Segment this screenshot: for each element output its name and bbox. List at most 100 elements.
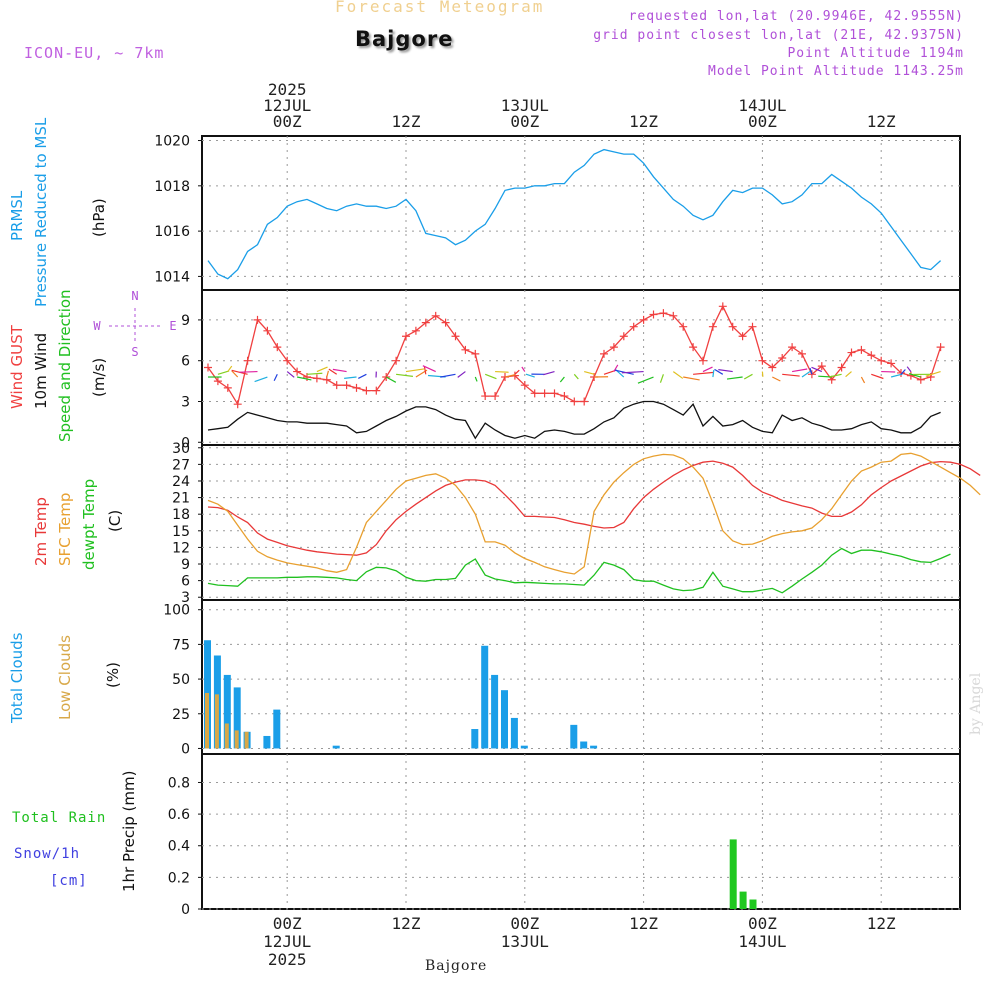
gust-marker xyxy=(897,368,905,377)
wind-arrow xyxy=(809,367,813,375)
y-tick-label: 50 xyxy=(172,672,190,688)
gust-marker xyxy=(580,397,589,406)
gust-marker xyxy=(600,349,608,358)
time-label-bottom: 00Z xyxy=(748,914,777,933)
gust-marker xyxy=(916,375,925,384)
total-cloud-bar xyxy=(223,674,231,749)
gust-line xyxy=(207,304,942,406)
gust-marker xyxy=(461,345,470,354)
gust-marker xyxy=(708,322,717,331)
gust-marker xyxy=(570,397,579,406)
gust-marker xyxy=(689,343,698,352)
y-tick-label: 0.6 xyxy=(168,807,190,823)
wind-arrow xyxy=(217,370,230,375)
gust-marker xyxy=(451,332,460,341)
wind-arrow xyxy=(273,374,278,381)
wind-arrow xyxy=(423,366,427,375)
gust-marker xyxy=(303,373,311,382)
gust-marker xyxy=(659,309,668,318)
y-tick-label: 0.8 xyxy=(168,775,190,791)
gust-marker xyxy=(827,375,836,384)
wind-arrow xyxy=(702,366,713,373)
gust-marker xyxy=(738,332,747,341)
model-label: ICON-EU, ~ 7km xyxy=(24,44,165,62)
gust-marker xyxy=(788,343,797,352)
gust-marker xyxy=(312,374,321,383)
gust-marker xyxy=(867,351,876,360)
y-tick-label: 100 xyxy=(163,603,190,619)
y-tick-label: 1016 xyxy=(154,224,190,240)
gust-marker xyxy=(798,349,806,358)
time-label-top: 12JUL xyxy=(263,96,311,115)
total-cloud-bar xyxy=(590,745,598,749)
wind-arrow xyxy=(860,376,866,384)
time-label-top: 12Z xyxy=(629,112,658,131)
gust-marker xyxy=(481,392,490,401)
temp-sfc-line xyxy=(207,452,981,575)
y-tick-label: 6 xyxy=(181,354,190,370)
y-tick-label: 0.2 xyxy=(168,870,190,886)
gust-marker xyxy=(877,356,886,365)
wind-arrow xyxy=(543,371,555,376)
gust-marker xyxy=(748,322,757,331)
wind-arrow xyxy=(316,366,328,373)
wind-arrow xyxy=(791,368,808,373)
grid-point-coords: grid point closest lon,lat (21E, 42.9375… xyxy=(593,28,964,43)
rain-bar xyxy=(729,839,737,909)
wind-arrow xyxy=(908,373,921,378)
compass-n: N xyxy=(131,289,138,303)
gust-marker xyxy=(540,389,549,398)
time-label-top: 12Z xyxy=(867,112,896,131)
gust-marker xyxy=(699,356,707,365)
total-cloud-bar xyxy=(570,724,578,749)
gust-marker xyxy=(362,386,371,395)
y-tick-label: 1020 xyxy=(154,134,190,150)
gust-marker xyxy=(728,322,737,331)
y-tick-label: 30 xyxy=(172,441,190,457)
dewpoint-line xyxy=(207,547,951,594)
gust-marker xyxy=(223,383,232,392)
wind-arrow xyxy=(306,372,323,375)
time-label-bottom: 12Z xyxy=(392,914,421,933)
total-cloud-bar xyxy=(491,674,499,749)
y-tick-label: 15 xyxy=(172,524,190,540)
low-cloud-bar xyxy=(224,723,229,749)
time-label-bottom: 00Z xyxy=(510,914,539,933)
time-label-bottom: 12JUL xyxy=(263,932,311,951)
compass-cross xyxy=(109,308,161,344)
gust-marker xyxy=(213,377,222,386)
gust-marker xyxy=(639,315,648,324)
gust-marker xyxy=(560,392,569,401)
label-snow-unit: [cm] xyxy=(50,873,88,889)
panel-frame-wind xyxy=(201,289,961,446)
time-label-bottom: 12Z xyxy=(867,914,896,933)
total-cloud-bar xyxy=(510,717,518,749)
time-label-bottom: 00Z xyxy=(273,914,302,933)
total-cloud-bar xyxy=(332,745,340,749)
y-tick-label: 0.4 xyxy=(168,839,190,855)
panel-frame-precipitation xyxy=(201,753,961,910)
total-cloud-bar xyxy=(520,745,528,749)
total-cloud-bar xyxy=(580,741,588,749)
wind-arrow xyxy=(357,373,367,379)
wind-arrow xyxy=(672,371,684,379)
wind-arrow xyxy=(726,376,743,380)
wind-arrow xyxy=(659,374,664,383)
gust-marker xyxy=(629,322,638,331)
y-tick-label: 1018 xyxy=(154,179,190,195)
gust-marker xyxy=(649,310,658,319)
gust-marker xyxy=(263,326,272,335)
wind-arrow xyxy=(405,368,425,373)
gust-marker xyxy=(936,343,945,352)
gust-marker xyxy=(243,356,252,365)
gust-marker xyxy=(392,356,401,365)
y-tick-label: 75 xyxy=(172,637,190,653)
panel-frame-pressure xyxy=(201,135,961,291)
wind-arrow xyxy=(906,366,912,372)
gust-marker xyxy=(421,318,430,327)
wind-arrow xyxy=(782,373,800,377)
gust-marker xyxy=(431,311,440,320)
low-cloud-bar xyxy=(205,692,209,749)
compass-s: S xyxy=(131,345,138,359)
